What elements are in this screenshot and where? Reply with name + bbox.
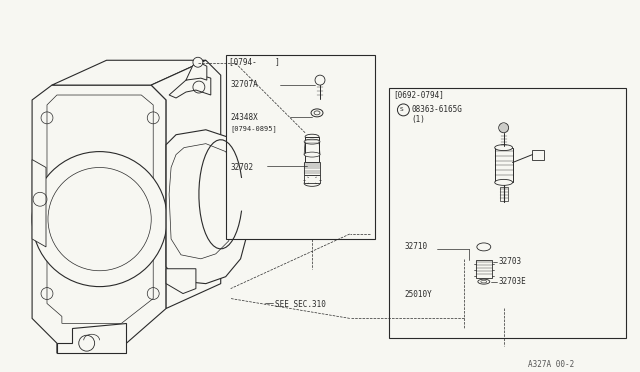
Circle shape bbox=[499, 123, 509, 133]
Circle shape bbox=[193, 57, 203, 67]
Text: (1): (1) bbox=[412, 115, 425, 124]
Text: 08363-6165G: 08363-6165G bbox=[412, 105, 462, 114]
Polygon shape bbox=[151, 60, 221, 308]
Text: SEE SEC.310: SEE SEC.310 bbox=[275, 299, 326, 308]
Ellipse shape bbox=[304, 180, 320, 186]
Bar bbox=[226, 55, 374, 239]
Ellipse shape bbox=[481, 280, 487, 283]
Polygon shape bbox=[57, 323, 127, 353]
Polygon shape bbox=[32, 85, 166, 353]
Text: [0794-    ]: [0794- ] bbox=[228, 57, 280, 66]
Circle shape bbox=[315, 75, 325, 85]
Ellipse shape bbox=[304, 152, 320, 157]
Bar bbox=[495, 148, 513, 182]
Polygon shape bbox=[166, 130, 250, 283]
Ellipse shape bbox=[305, 134, 319, 139]
Bar bbox=[500, 187, 508, 201]
Bar bbox=[304, 176, 320, 183]
Text: 24348X: 24348X bbox=[230, 113, 259, 122]
Polygon shape bbox=[169, 75, 211, 98]
Bar bbox=[305, 137, 319, 161]
Ellipse shape bbox=[477, 243, 491, 251]
Text: 32710: 32710 bbox=[404, 242, 428, 251]
Ellipse shape bbox=[478, 279, 490, 284]
Bar bbox=[308, 176, 316, 183]
Bar bbox=[390, 88, 626, 338]
Ellipse shape bbox=[311, 109, 323, 117]
Text: [0794-0895]: [0794-0895] bbox=[230, 125, 277, 132]
Polygon shape bbox=[166, 269, 196, 294]
Ellipse shape bbox=[495, 145, 513, 151]
Bar bbox=[476, 260, 492, 278]
Text: A327A 00-2: A327A 00-2 bbox=[529, 360, 575, 369]
Polygon shape bbox=[52, 60, 206, 85]
Text: 32702: 32702 bbox=[230, 163, 254, 171]
Ellipse shape bbox=[495, 179, 513, 185]
Ellipse shape bbox=[498, 145, 509, 150]
Circle shape bbox=[32, 152, 167, 286]
Text: 25010Y: 25010Y bbox=[404, 289, 432, 299]
Ellipse shape bbox=[314, 111, 320, 115]
Text: 32707A: 32707A bbox=[230, 80, 259, 89]
Text: S: S bbox=[399, 107, 403, 112]
Polygon shape bbox=[32, 160, 46, 247]
Bar bbox=[305, 137, 319, 146]
Ellipse shape bbox=[304, 139, 320, 144]
Bar bbox=[532, 150, 545, 160]
Text: 32703: 32703 bbox=[499, 257, 522, 266]
Bar bbox=[304, 161, 320, 176]
Polygon shape bbox=[186, 63, 207, 80]
Text: 32703E: 32703E bbox=[499, 277, 527, 286]
Text: [0692-0794]: [0692-0794] bbox=[394, 90, 444, 99]
